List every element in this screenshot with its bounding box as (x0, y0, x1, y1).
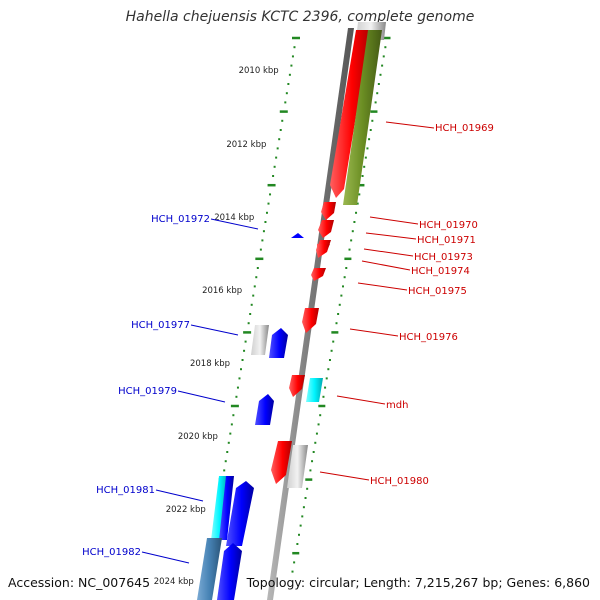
gene-hch-01974[interactable] (317, 244, 330, 251)
scale-label: 2014 kbp (214, 213, 254, 223)
accession-text: Accession: NC_007645 (8, 575, 151, 590)
label-hch-01969[interactable]: HCH_01969 (435, 123, 494, 134)
label-hch-01981[interactable]: HCH_01981 (96, 485, 155, 496)
gene-hch-01979[interactable] (255, 394, 274, 425)
label-hch-01971[interactable]: HCH_01971 (417, 235, 476, 246)
gene-hch-01982-steel[interactable] (197, 538, 222, 600)
label-hch-01973[interactable]: HCH_01973 (414, 252, 473, 263)
reverse-gene-labels: HCH_01972 HCH_01977 HCH_01979 HCH_01981 … (82, 214, 259, 564)
gene-hch-01982[interactable] (217, 543, 242, 600)
scale-label: 2018 kbp (190, 359, 230, 369)
reverse-strand-genes (197, 233, 304, 600)
gene-dark-hch-01981[interactable] (219, 476, 234, 540)
label-hch-01974[interactable]: HCH_01974 (411, 266, 470, 277)
gene-hch-01969[interactable] (330, 30, 370, 198)
forward-strand-genes (271, 22, 386, 488)
forward-gene-labels: HCH_01969 HCH_01970 HCH_01971 HCH_01973 … (319, 121, 494, 487)
gene-mdh[interactable] (289, 375, 305, 397)
scale-label: 2016 kbp (202, 286, 242, 296)
gene-rna-hch-01981[interactable] (211, 476, 228, 540)
scale-label: 2012 kbp (226, 140, 266, 150)
gene-rna-near-mdh[interactable] (306, 378, 323, 402)
gene-hch-01971[interactable] (318, 220, 334, 238)
scale-labels: 2010 kbp 2012 kbp 2014 kbp 2016 kbp 2018 kbp… (154, 66, 279, 587)
label-hch-01980[interactable]: HCH_01980 (370, 476, 429, 487)
gene-hch-01970[interactable] (321, 202, 336, 220)
scale-label: 2024 kbp (154, 577, 194, 587)
label-hch-01970[interactable]: HCH_01970 (419, 220, 478, 231)
scale-label: 2022 kbp (166, 505, 206, 515)
label-hch-01979[interactable]: HCH_01979 (118, 386, 177, 397)
label-mdh[interactable]: mdh (386, 400, 408, 411)
scale-label: 2020 kbp (178, 432, 218, 442)
gene-pseudo-hch-01980[interactable] (287, 445, 308, 488)
gene-hch-01980[interactable] (271, 441, 292, 484)
scale-label: 2010 kbp (239, 66, 279, 76)
label-hch-01976[interactable]: HCH_01976 (399, 332, 458, 343)
label-hch-01972[interactable]: HCH_01972 (151, 214, 210, 225)
label-hch-01982[interactable]: HCH_01982 (82, 547, 141, 558)
gene-hch-01975[interactable] (311, 268, 326, 281)
gene-hch-01981[interactable] (226, 481, 254, 546)
map-title: Hahella chejuensis KCTC 2396, complete g… (125, 9, 475, 25)
gene-pseudo-hch-01977[interactable] (251, 325, 269, 355)
gene-hch-01976[interactable] (302, 308, 319, 333)
gene-hch-01972[interactable] (291, 233, 304, 238)
label-hch-01977[interactable]: HCH_01977 (131, 320, 190, 331)
gene-olive[interactable] (343, 30, 382, 205)
gene-hch-01977[interactable] (269, 328, 288, 358)
label-hch-01975[interactable]: HCH_01975 (408, 286, 467, 297)
genome-info-text: Topology: circular; Length: 7,215,267 bp… (246, 575, 590, 590)
